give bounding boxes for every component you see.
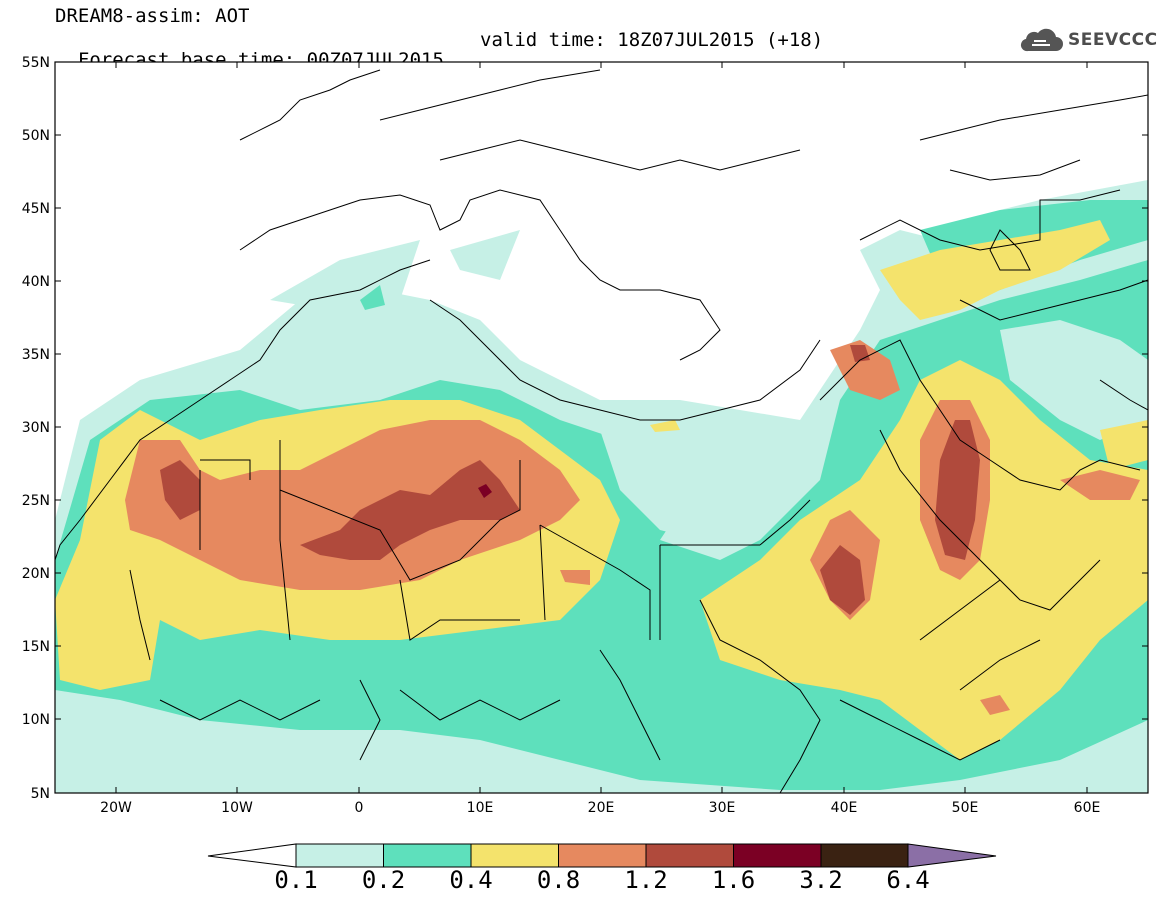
colorbar-label: 0.8 — [536, 866, 581, 894]
lat-label: 20N — [22, 566, 50, 582]
lon-label: 0 — [355, 800, 364, 816]
lon-label: 20W — [100, 800, 132, 816]
lon-label: 20E — [588, 800, 615, 816]
lat-label: 35N — [22, 347, 50, 363]
cloud-icon — [1020, 28, 1063, 52]
colorbar-label: 0.2 — [361, 866, 406, 894]
aot-contour-1.6 — [478, 484, 492, 498]
colorbar-bin — [470, 843, 559, 868]
lat-label: 10N — [22, 712, 50, 728]
lat-label: 15N — [22, 639, 50, 655]
colorbar-bin — [383, 843, 472, 868]
colorbar-bin — [733, 843, 822, 868]
colorbar-label: 6.4 — [886, 866, 930, 894]
lon-label: 50E — [952, 800, 979, 816]
colorbar-label: 0.1 — [274, 866, 318, 894]
lon-label: 10W — [221, 800, 253, 816]
lon-label: 40E — [831, 800, 858, 816]
lat-label: 5N — [31, 786, 50, 802]
lat-label: 40N — [22, 274, 50, 290]
country-borders — [55, 69, 1148, 793]
colorbar-label: 0.4 — [449, 866, 493, 894]
colorbar-high-arrow — [907, 843, 997, 868]
longitude-labels: 20W 10W 0 10E 20E 30E 40E 50E 60E — [100, 800, 1100, 816]
lat-label: 45N — [22, 201, 50, 217]
aot-shading — [55, 62, 1148, 793]
colorbar-label: 1.2 — [624, 866, 668, 894]
colorbar-label: 1.6 — [711, 866, 756, 894]
lon-label: 60E — [1074, 800, 1101, 816]
logo-text: SEEVCCC — [1068, 30, 1158, 50]
aot-contour-1.2 — [160, 460, 200, 520]
colorbar-bin — [820, 843, 909, 868]
colorbar-bin — [295, 843, 384, 868]
colorbar — [207, 843, 997, 868]
lat-label: 25N — [22, 493, 50, 509]
seevccc-logo: SEEVCCC — [1018, 26, 1158, 54]
lon-label: 10E — [467, 800, 494, 816]
latitude-labels: 55N 50N 45N 40N 35N 30N 25N 20N 15N 10N … — [22, 55, 50, 802]
valid-time-label: valid time: 18Z07JUL2015 (+18) — [480, 29, 824, 51]
map-title: DREAM8-assim: AOT — [55, 5, 250, 27]
axis-ticks — [55, 61, 1148, 793]
colorbar-labels: 0.1 0.2 0.4 0.8 1.2 1.6 3.2 6.4 — [0, 866, 1165, 896]
colorbar-bin — [645, 843, 734, 868]
colorbar-bin — [558, 843, 647, 868]
lat-label: 30N — [22, 420, 50, 436]
lat-label: 50N — [22, 128, 50, 144]
lon-label: 30E — [709, 800, 736, 816]
colorbar-low-arrow — [207, 843, 297, 868]
aot-contour-0.8 — [125, 420, 580, 590]
colorbar-label: 3.2 — [799, 866, 843, 894]
lat-label: 55N — [22, 55, 50, 71]
